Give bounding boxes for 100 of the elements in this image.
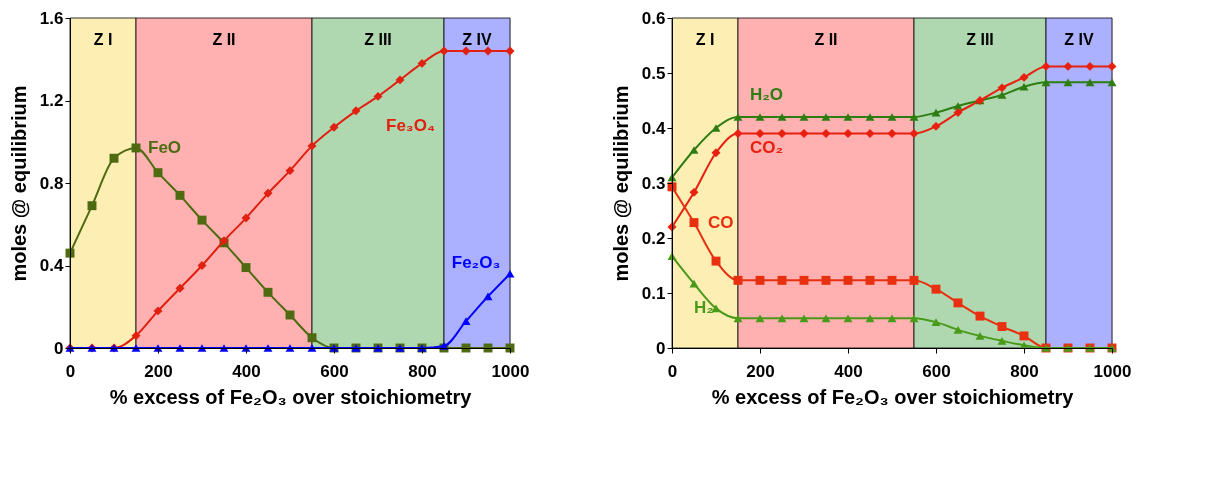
point <box>175 190 185 200</box>
point <box>821 275 831 285</box>
point <box>887 314 897 323</box>
point <box>417 58 427 68</box>
point <box>461 317 471 326</box>
series-label: CO₂ <box>750 137 784 157</box>
point <box>865 314 875 323</box>
x-tick-label: 600 <box>922 361 951 381</box>
point <box>689 218 699 228</box>
x-tick-label: 600 <box>320 361 349 381</box>
point <box>131 143 141 153</box>
point <box>843 113 853 121</box>
point <box>755 275 765 285</box>
point <box>997 336 1007 345</box>
point <box>909 275 919 285</box>
x-tick-label: 400 <box>834 361 863 381</box>
point <box>799 113 809 121</box>
point <box>799 275 809 285</box>
point <box>733 314 743 323</box>
point <box>821 113 831 121</box>
point <box>997 83 1007 93</box>
point <box>329 122 339 132</box>
point <box>483 292 493 301</box>
series-label: H₂ <box>694 297 714 317</box>
x-tick-label: 200 <box>144 361 173 381</box>
point <box>931 121 941 131</box>
point <box>799 314 809 323</box>
x-axis-title: % excess of Fe₂O₃ over stoichiometry <box>109 385 473 408</box>
point <box>777 314 787 323</box>
point <box>1041 78 1051 87</box>
point <box>307 333 317 343</box>
y-tick-label: 0.8 <box>39 173 64 193</box>
series-label: H₂O <box>750 85 784 104</box>
y-tick-label: 0.6 <box>641 8 666 28</box>
band-label: Z I <box>695 31 715 48</box>
point <box>821 314 831 323</box>
point <box>483 46 493 56</box>
point <box>131 331 141 341</box>
y-tick-label: 1.6 <box>39 8 64 28</box>
band-label: Z IV <box>462 31 492 48</box>
point <box>505 46 515 56</box>
point <box>931 318 941 327</box>
point <box>153 306 163 316</box>
point <box>241 213 251 223</box>
series-label: CO <box>708 212 734 232</box>
x-tick-label: 800 <box>1010 361 1039 381</box>
band-label: Z II <box>814 31 838 48</box>
point <box>1063 61 1073 71</box>
band-label: Z III <box>966 31 994 48</box>
y-tick-label: 0 <box>54 338 64 358</box>
point <box>953 108 963 118</box>
point <box>1041 61 1051 71</box>
point <box>953 325 963 334</box>
point <box>1019 331 1029 341</box>
y-tick-label: 0.5 <box>641 63 666 83</box>
x-tick-label: 400 <box>232 361 261 381</box>
point <box>997 322 1007 332</box>
point <box>953 298 963 308</box>
point <box>1085 78 1095 87</box>
x-axis-title: % excess of Fe₂O₃ over stoichiometry <box>711 385 1075 408</box>
y-tick-label: 0.4 <box>641 118 667 138</box>
point <box>843 275 853 285</box>
point <box>909 113 919 121</box>
point <box>373 91 383 101</box>
y-tick-label: 1.2 <box>39 91 64 110</box>
point <box>461 46 471 56</box>
point <box>505 269 515 278</box>
point <box>755 113 765 121</box>
point <box>109 153 119 163</box>
point <box>285 166 295 176</box>
point <box>909 314 919 323</box>
point <box>87 201 97 211</box>
band-label: Z I <box>93 31 113 48</box>
point <box>843 314 853 323</box>
point <box>1019 82 1029 91</box>
point <box>395 75 405 85</box>
point <box>263 287 273 297</box>
y-tick-label: 0.3 <box>641 173 666 193</box>
series-label: Fe₃O₄ <box>386 116 436 136</box>
x-tick-label: 1000 <box>491 361 530 381</box>
y-tick-label: 0.4 <box>39 256 65 275</box>
y-axis-title: moles @ equilibrium <box>609 85 632 282</box>
point <box>865 113 875 121</box>
point <box>1107 78 1117 87</box>
point <box>733 113 743 121</box>
x-tick-label: 1000 <box>1093 361 1132 381</box>
y-tick-label: 0.2 <box>641 228 666 248</box>
point <box>887 275 897 285</box>
y-tick-label: 0 <box>656 338 666 358</box>
point <box>887 113 897 121</box>
point <box>307 141 317 151</box>
point <box>711 148 721 158</box>
point <box>689 187 699 197</box>
point <box>153 168 163 178</box>
y-axis-title: moles @ equilibrium <box>7 85 30 282</box>
point <box>175 283 185 293</box>
band-label: Z III <box>364 31 392 48</box>
point <box>241 263 251 273</box>
point <box>1085 61 1095 71</box>
point <box>755 314 765 323</box>
